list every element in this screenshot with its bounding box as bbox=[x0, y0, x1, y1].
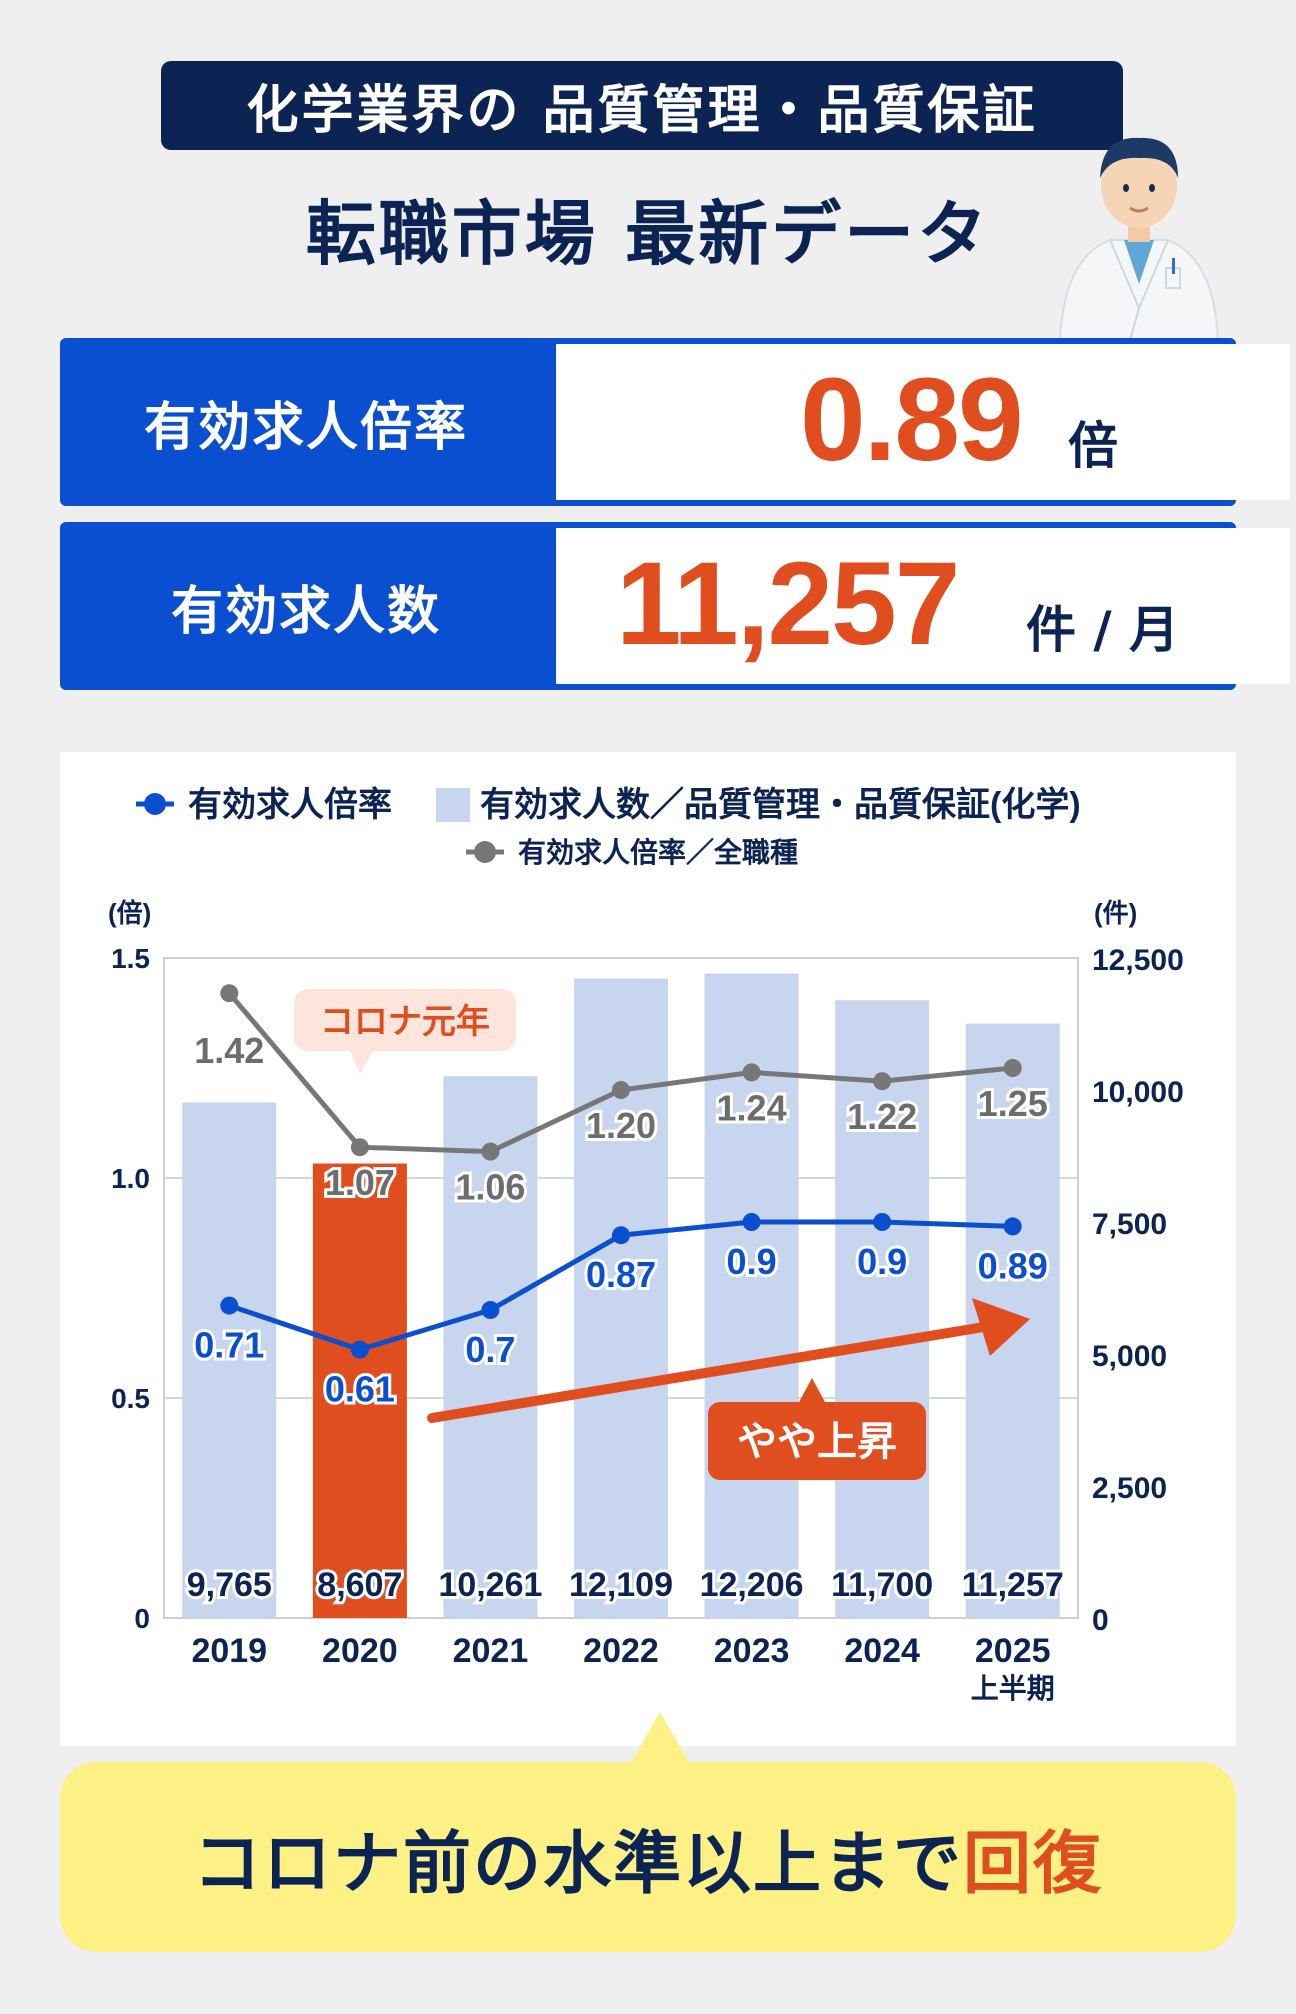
x-tick-label: 2020 bbox=[322, 1632, 398, 1670]
job-ratio-box: 有効求人倍率 0.89 倍 bbox=[60, 338, 1290, 506]
x-tick-label: 2021 bbox=[453, 1632, 529, 1670]
right-tick-label: 10,000 bbox=[1092, 1076, 1184, 1109]
x-tick-sublabel: 上半期 bbox=[971, 1673, 1055, 1704]
legend-label-count: 有効求人数／品質管理・品質保証(化学) bbox=[480, 785, 1081, 824]
all-jobs-ratio-point bbox=[612, 1081, 630, 1099]
all-jobs-ratio-label: 1.20 bbox=[586, 1105, 656, 1146]
job-count-unit: 件 / 月 bbox=[1026, 601, 1180, 659]
chart-panel: 有効求人倍率 有効求人数／品質管理・品質保証(化学) 有効求人倍率／全職種 0 0… bbox=[60, 752, 1236, 1746]
bar bbox=[574, 978, 668, 1618]
right-tick-label: 7,500 bbox=[1092, 1208, 1167, 1241]
conclusion-callout: コロナ前の水準以上まで 回復 bbox=[60, 1712, 1236, 1952]
all-jobs-ratio-label: 1.25 bbox=[978, 1083, 1048, 1124]
x-tick-label: 2019 bbox=[191, 1632, 267, 1670]
all-jobs-ratio-label: 1.22 bbox=[847, 1096, 917, 1137]
header-badge: 化学業界の 品質管理・品質保証 bbox=[161, 61, 1123, 150]
callout-text: コロナ前の水準以上まで bbox=[192, 1824, 963, 1904]
qa-ratio-point bbox=[873, 1213, 892, 1231]
qa-ratio-point bbox=[612, 1226, 630, 1245]
qa-ratio-label: 0.9 bbox=[727, 1241, 777, 1282]
callout-pointer-icon bbox=[630, 1712, 690, 1764]
job-count-value: 11,257 bbox=[616, 538, 960, 670]
all-jobs-ratio-label: 1.42 bbox=[194, 1030, 264, 1071]
bar-value-label: 12,109 bbox=[569, 1566, 673, 1604]
legend-label-ratio: 有効求人倍率 bbox=[188, 786, 392, 824]
legend: 有効求人倍率 有効求人数／品質管理・品質保証(化学) 有効求人倍率／全職種 bbox=[136, 785, 1081, 868]
covid-annotation-box bbox=[293, 989, 516, 1051]
legend-blue-marker-icon bbox=[144, 793, 166, 815]
x-tick-label: 2024 bbox=[844, 1632, 920, 1670]
job-ratio-value: 0.89 bbox=[800, 354, 1024, 486]
x-tick-label: 2022 bbox=[583, 1632, 659, 1670]
x-tick-label: 2025 bbox=[975, 1632, 1051, 1670]
all-jobs-ratio-point bbox=[220, 984, 239, 1003]
job-ratio-unit: 倍 bbox=[1068, 417, 1118, 475]
qa-ratio-label: 0.71 bbox=[194, 1325, 264, 1366]
qa-ratio-label: 0.7 bbox=[465, 1329, 515, 1370]
legend-label-all-jobs: 有効求人倍率／全職種 bbox=[518, 836, 798, 868]
legend-bar-swatch-icon bbox=[436, 788, 470, 822]
qa-ratio-label: 0.87 bbox=[586, 1254, 656, 1295]
all-jobs-ratio-point bbox=[350, 1138, 369, 1157]
qa-ratio-point bbox=[220, 1296, 239, 1315]
left-tick-label: 0 bbox=[134, 1603, 150, 1634]
bar-value-label: 12,206 bbox=[700, 1566, 804, 1604]
bar-value-label: 10,261 bbox=[438, 1566, 542, 1604]
all-jobs-ratio-point bbox=[481, 1142, 500, 1161]
left-tick-label: 1.0 bbox=[111, 1163, 150, 1194]
bar bbox=[443, 1076, 538, 1618]
all-jobs-ratio-point bbox=[873, 1072, 892, 1091]
doctor-illustration bbox=[1058, 137, 1220, 340]
covid-annotation-text: コロナ元年 bbox=[320, 1003, 490, 1041]
qa-ratio-label: 0.89 bbox=[978, 1245, 1048, 1286]
bar bbox=[182, 1102, 277, 1618]
callout-highlight: 回復 bbox=[963, 1824, 1104, 1904]
all-jobs-ratio-point bbox=[742, 1063, 761, 1082]
right-tick-label: 5,000 bbox=[1092, 1340, 1167, 1373]
right-axis-unit: (件) bbox=[1094, 898, 1137, 928]
page-title: 転職市場 最新データ bbox=[305, 193, 991, 275]
right-tick-label: 2,500 bbox=[1092, 1472, 1167, 1505]
left-tick-label: 1.5 bbox=[111, 943, 150, 974]
trend-label-pointer-icon bbox=[798, 1378, 826, 1404]
qa-ratio-point bbox=[1003, 1217, 1022, 1236]
all-jobs-ratio-label: 1.06 bbox=[455, 1167, 525, 1208]
qa-ratio-point bbox=[481, 1301, 500, 1319]
all-jobs-ratio-label: 1.24 bbox=[717, 1087, 787, 1128]
bar-value-label: 8,607 bbox=[317, 1566, 402, 1604]
legend-gray-marker-icon bbox=[474, 841, 496, 863]
x-tick-label: 2023 bbox=[714, 1632, 790, 1670]
trend-label-text: やや上昇 bbox=[737, 1420, 897, 1464]
trend-arrow-head-icon bbox=[972, 1298, 1030, 1356]
job-ratio-label: 有効求人倍率 bbox=[143, 397, 468, 458]
bar bbox=[835, 1000, 930, 1618]
qa-ratio-point bbox=[350, 1340, 369, 1359]
right-tick-label: 0 bbox=[1092, 1604, 1109, 1637]
all-jobs-ratio-label: 1.07 bbox=[325, 1162, 395, 1203]
trend-arrow-shaft bbox=[427, 1321, 995, 1423]
bar-value-label: 11,700 bbox=[831, 1566, 933, 1604]
job-ratio-value-panel: 0.89 倍 bbox=[556, 344, 1290, 500]
trend-label-box bbox=[708, 1402, 926, 1480]
all-jobs-ratio-point bbox=[1003, 1059, 1022, 1077]
right-tick-label: 12,500 bbox=[1092, 944, 1184, 977]
left-tick-label: 0.5 bbox=[111, 1383, 150, 1414]
covid-annotation-pointer-icon bbox=[349, 1050, 374, 1074]
bar-value-label: 11,257 bbox=[962, 1566, 1064, 1604]
qa-ratio-label: 0.61 bbox=[325, 1369, 395, 1410]
job-count-box: 有効求人数 11,257 件 / 月 bbox=[60, 522, 1290, 690]
job-count-label: 有効求人数 bbox=[170, 581, 441, 642]
left-axis-unit: (倍) bbox=[108, 898, 151, 928]
job-count-value-panel: 11,257 件 / 月 bbox=[556, 528, 1290, 684]
bar-value-label: 9,765 bbox=[187, 1566, 272, 1604]
combo-chart: 有効求人倍率 有効求人数／品質管理・品質保証(化学) 有効求人倍率／全職種 0 0… bbox=[108, 785, 1184, 1704]
bar bbox=[312, 1163, 407, 1618]
qa-ratio-point bbox=[742, 1213, 761, 1231]
qa-ratio-label: 0.9 bbox=[857, 1241, 907, 1282]
